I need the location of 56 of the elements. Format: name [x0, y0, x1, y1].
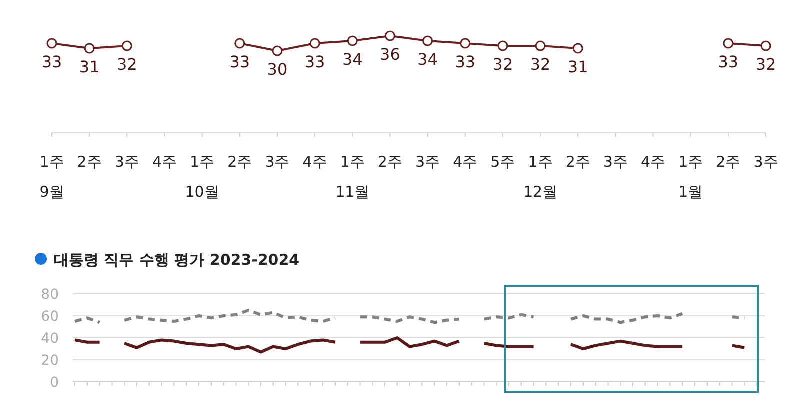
x-tick-label: 1주 11월	[336, 153, 370, 201]
data-label: 34	[342, 50, 363, 69]
point	[723, 38, 734, 49]
point	[760, 40, 772, 52]
point	[234, 38, 246, 49]
x-tick-label: 2주	[77, 153, 102, 171]
x-tick-label: 3주	[416, 153, 440, 171]
point	[310, 38, 320, 49]
data-label: 33	[718, 52, 739, 72]
x-tick-label: 3주	[265, 153, 290, 171]
point	[347, 36, 358, 46]
y-tick-label: 20	[41, 353, 59, 369]
point	[498, 40, 508, 52]
point	[272, 46, 283, 56]
point	[84, 43, 95, 54]
point	[46, 38, 58, 49]
data-label: 31	[79, 58, 100, 76]
point	[535, 40, 546, 52]
data-label: 33	[230, 52, 250, 72]
x-tick-label: 2주	[378, 153, 402, 171]
point	[422, 36, 434, 46]
data-label: 33	[455, 52, 476, 72]
x-tick-label: 1주 10월	[185, 153, 220, 201]
y-tick-label: 40	[41, 331, 59, 347]
point	[122, 40, 132, 52]
point	[384, 30, 396, 42]
data-label: 34	[418, 50, 438, 69]
data-label: 36	[380, 45, 400, 64]
data-label: 33	[42, 52, 62, 72]
x-tick-label: 4주	[302, 153, 328, 171]
x-tick-label: 2주	[716, 153, 741, 171]
data-label: 32	[756, 55, 776, 74]
x-tick-label: 4주	[152, 153, 178, 171]
data-label: 30	[267, 60, 288, 79]
point	[572, 43, 584, 54]
x-tick-label: 4주	[640, 153, 666, 171]
x-tick-label: 3주	[114, 153, 140, 171]
y-tick-label: 0	[50, 375, 59, 391]
x-tick-label: 1주 9월	[40, 153, 64, 201]
data-label: 33	[304, 52, 326, 72]
point	[460, 38, 471, 49]
chart-title: 대통령 직무 수행 평가 2023-2024	[54, 251, 300, 269]
data-label: 31	[568, 58, 588, 76]
x-tick-label: 4주	[453, 153, 478, 171]
data-label: 32	[116, 55, 138, 74]
data-label: 32	[492, 55, 514, 74]
x-tick-label: 3주	[754, 153, 778, 171]
x-tick-label: 1주 1월	[678, 153, 704, 201]
x-tick-label: 5주	[490, 153, 516, 171]
y-tick-label: 60	[41, 309, 59, 325]
x-tick-label: 3주	[603, 153, 628, 171]
y-tick-label: 80	[41, 287, 59, 303]
x-tick-label: 2주	[228, 153, 252, 171]
x-tick-label: 1주 12월	[523, 153, 558, 201]
x-tick-label: 2주	[566, 153, 590, 171]
data-label: 32	[530, 55, 551, 74]
